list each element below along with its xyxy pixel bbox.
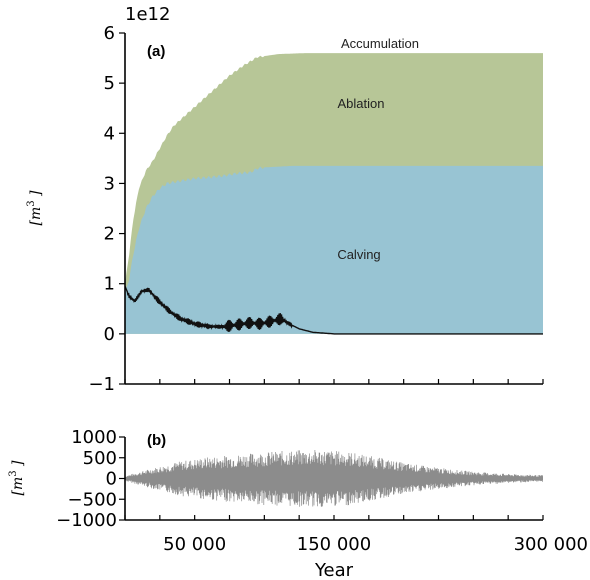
- panel-a-ytick-label: 0: [104, 324, 115, 345]
- panel-a-ytick-label: −1: [88, 374, 115, 395]
- exponent-label: 1e12: [125, 4, 170, 25]
- panel-a-ytick-label: 1: [104, 274, 115, 295]
- panel-a-ytick-label: 6: [104, 23, 115, 44]
- panel-b-ytick-label: −500: [68, 489, 117, 510]
- panel-a-axes: −1 0 1 2 3 4 5 6: [88, 23, 544, 395]
- panel-a-ytick-label: 3: [104, 173, 115, 194]
- annotation-calving: Calving: [337, 247, 380, 262]
- panel-a-ytick-label: 5: [104, 73, 115, 94]
- net-line: [125, 285, 543, 335]
- panel-a-plot-area: [125, 53, 543, 335]
- panel-a-label: (a): [147, 43, 165, 60]
- panel-b-ytick-label: 0: [106, 469, 117, 490]
- panel-a-ytick-label: 2: [104, 224, 115, 245]
- panel-b-label: (b): [147, 432, 166, 449]
- annotation-ablation: Ablation: [338, 96, 385, 111]
- panel-a-ylabel: [m3 ]: [26, 190, 44, 226]
- panel-b-ytick-label: −1000: [56, 510, 117, 531]
- panel-b-xtick-label: 300 000: [514, 534, 588, 555]
- annotation-accumulation: Accumulation: [341, 36, 419, 51]
- panel-b-xlabel: Year: [314, 560, 354, 580]
- panel-b-ytick-label: 500: [83, 448, 117, 469]
- panel-b-xtick-label: 50 000: [163, 534, 226, 555]
- residual-signal: [125, 449, 543, 507]
- panel-a-ytick-label: 4: [104, 123, 115, 144]
- calving-area: [125, 165, 543, 334]
- panel-b-xtick-label: 150 000: [297, 534, 371, 555]
- panel-b-ytick-label: 1000: [71, 427, 117, 448]
- panel-a-chart: −1 0 1 2 3 4 5 6 1e12 (a) Accumulation Ablation…: [26, 4, 544, 395]
- panel-b-plot-area: [125, 449, 543, 507]
- panel-b-ylabel: [m3 ]: [8, 460, 26, 496]
